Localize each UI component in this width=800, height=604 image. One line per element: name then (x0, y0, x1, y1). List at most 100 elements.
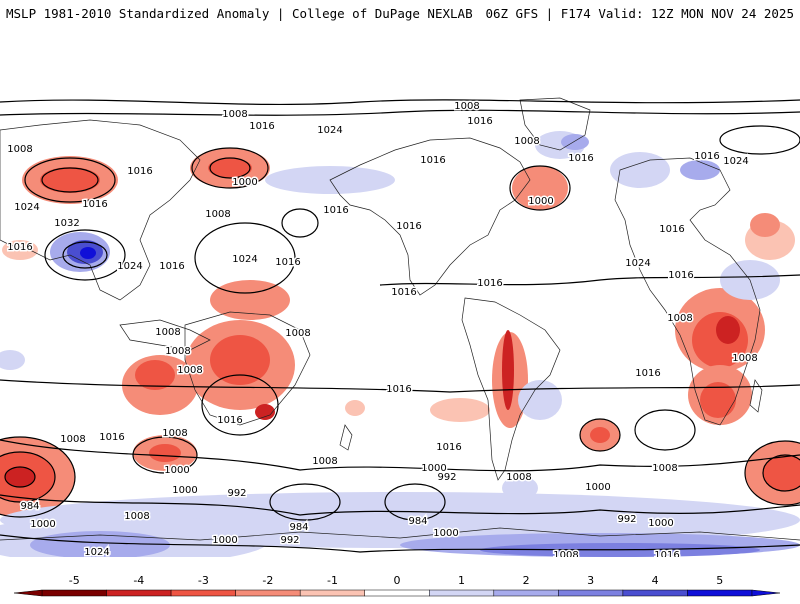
colorbar-bin (170, 589, 236, 597)
isobar-label: 1016 (659, 224, 684, 235)
isobar-label: 1016 (249, 121, 274, 132)
coastline-layer (0, 97, 800, 541)
isobar-label: 984 (408, 516, 427, 527)
new-zealand-coast (339, 424, 353, 451)
isobar-low (719, 125, 800, 155)
isobar-high (201, 374, 279, 436)
isobar-label: 1008 (155, 327, 180, 338)
negative-anomaly-area (40, 167, 100, 193)
isobar-label: 1008 (205, 209, 230, 220)
colorbar-bin (41, 589, 107, 597)
colorbar-bin (687, 589, 753, 597)
isobar-label: 1016 (99, 432, 124, 443)
isobar-label: 1016 (391, 287, 416, 298)
isobar-low (762, 454, 800, 492)
isobar-label: 1008 (732, 353, 757, 364)
isobar-low (509, 165, 571, 211)
isobar-low (744, 440, 800, 506)
isobar-label: 1008 (514, 136, 539, 147)
isobar-label: 1016 (568, 153, 593, 164)
isobar-label: 1000 (212, 535, 237, 546)
negative-anomaly-area (512, 166, 568, 210)
isobar-line (0, 379, 800, 393)
positive-anomaly-area (0, 350, 25, 370)
colorbar-bin (235, 589, 301, 597)
colorbar-bar (13, 589, 781, 597)
isobar-label: 1016 (275, 257, 300, 268)
isobar-label: 1024 (723, 156, 748, 167)
isobar-line (0, 534, 800, 553)
isobar-label: 1016 (635, 368, 660, 379)
negative-anomaly-area (255, 404, 275, 420)
isobar-label: 1008 (652, 463, 677, 474)
isobar-label: 1008 (222, 109, 247, 120)
isobar-low (579, 418, 621, 452)
isobar-high (194, 222, 296, 294)
negative-anomaly-area (716, 316, 740, 344)
madagascar-coast (749, 379, 763, 413)
isobar-label: 1000 (433, 528, 458, 539)
negative-anomaly-area (750, 213, 780, 237)
antarctica-coast (0, 527, 800, 541)
greenland-coast (519, 97, 591, 151)
isobar-low (41, 167, 99, 193)
australia-coast (184, 311, 311, 426)
isobar-label: 1024 (117, 261, 142, 272)
isobar-label: 1016 (467, 116, 492, 127)
negative-anomaly-area (590, 427, 610, 443)
negative-anomaly-area (430, 398, 490, 422)
isobar-label: 1000 (172, 485, 197, 496)
anomaly-shading-layer (0, 131, 800, 557)
isobar-label: 1024 (625, 258, 650, 269)
isobar-label: 1016 (323, 205, 348, 216)
isobar-label: 1008 (506, 472, 531, 483)
colorbar-tick-label: 3 (587, 574, 594, 587)
negative-anomaly-area (208, 158, 252, 178)
isobar-label: 1016 (420, 155, 445, 166)
positive-anomaly-area (80, 247, 96, 259)
negative-anomaly-area (135, 360, 175, 390)
isobar-label: 1016 (694, 151, 719, 162)
colorbar-tick-labels: -5 -4 -3 -2 -1 0 1 2 3 4 5 (69, 574, 723, 587)
positive-anomaly-area (518, 380, 562, 420)
isobar-label: 1008 (177, 365, 202, 376)
isobar-label: 1016 (159, 261, 184, 272)
colorbar-bin (299, 589, 365, 597)
colorbar-tick-label: -2 (262, 574, 273, 587)
isobar-label: 1008 (162, 428, 187, 439)
isobar-low (209, 157, 251, 179)
isobar-label: 1016 (127, 166, 152, 177)
colorbar-svg: -5 -4 -3 -2 -1 0 1 2 3 4 5 (13, 574, 781, 597)
header: MSLP 1981-2010 Standardized Anomaly | Co… (0, 0, 800, 30)
isobar-low (24, 157, 116, 203)
isobar-label: 1000 (585, 482, 610, 493)
isobar-label: 1016 (386, 384, 411, 395)
isobar-label: 1024 (84, 547, 109, 557)
colorbar-bin (429, 589, 495, 597)
europe-africa-coast (614, 157, 761, 426)
isobar-label-layer: 1008101610081016102410161000100810161008… (6, 100, 759, 558)
negative-anomaly-area (210, 335, 270, 385)
isobar-line (0, 109, 800, 116)
colorbar-tick-label: 1 (458, 574, 465, 587)
maritime-continent-coast (119, 319, 211, 351)
isobar-label: 1016 (7, 242, 32, 253)
positive-anomaly-area (610, 152, 670, 188)
isobar-line (0, 439, 800, 472)
isobar-label: 1016 (82, 199, 107, 210)
isobar-label: 1000 (164, 465, 189, 476)
anomaly-map: 1008101610081016102410161000100810161008… (0, 97, 800, 558)
isobar-label: 992 (437, 472, 456, 483)
isobar-high (634, 409, 696, 451)
isobar-label: 1008 (124, 511, 149, 522)
positive-anomaly-area (30, 531, 170, 557)
isobar-low (269, 483, 341, 521)
colorbar-bin (493, 589, 559, 597)
isobar-label: 984 (289, 522, 308, 533)
negative-anomaly-area (502, 330, 514, 410)
isobar-label: 1008 (667, 313, 692, 324)
colorbar-tick-label: -4 (133, 574, 144, 587)
colorbar-tick-label: 2 (523, 574, 530, 587)
isobar-label: 1000 (528, 196, 553, 207)
isobar-low (0, 451, 56, 503)
